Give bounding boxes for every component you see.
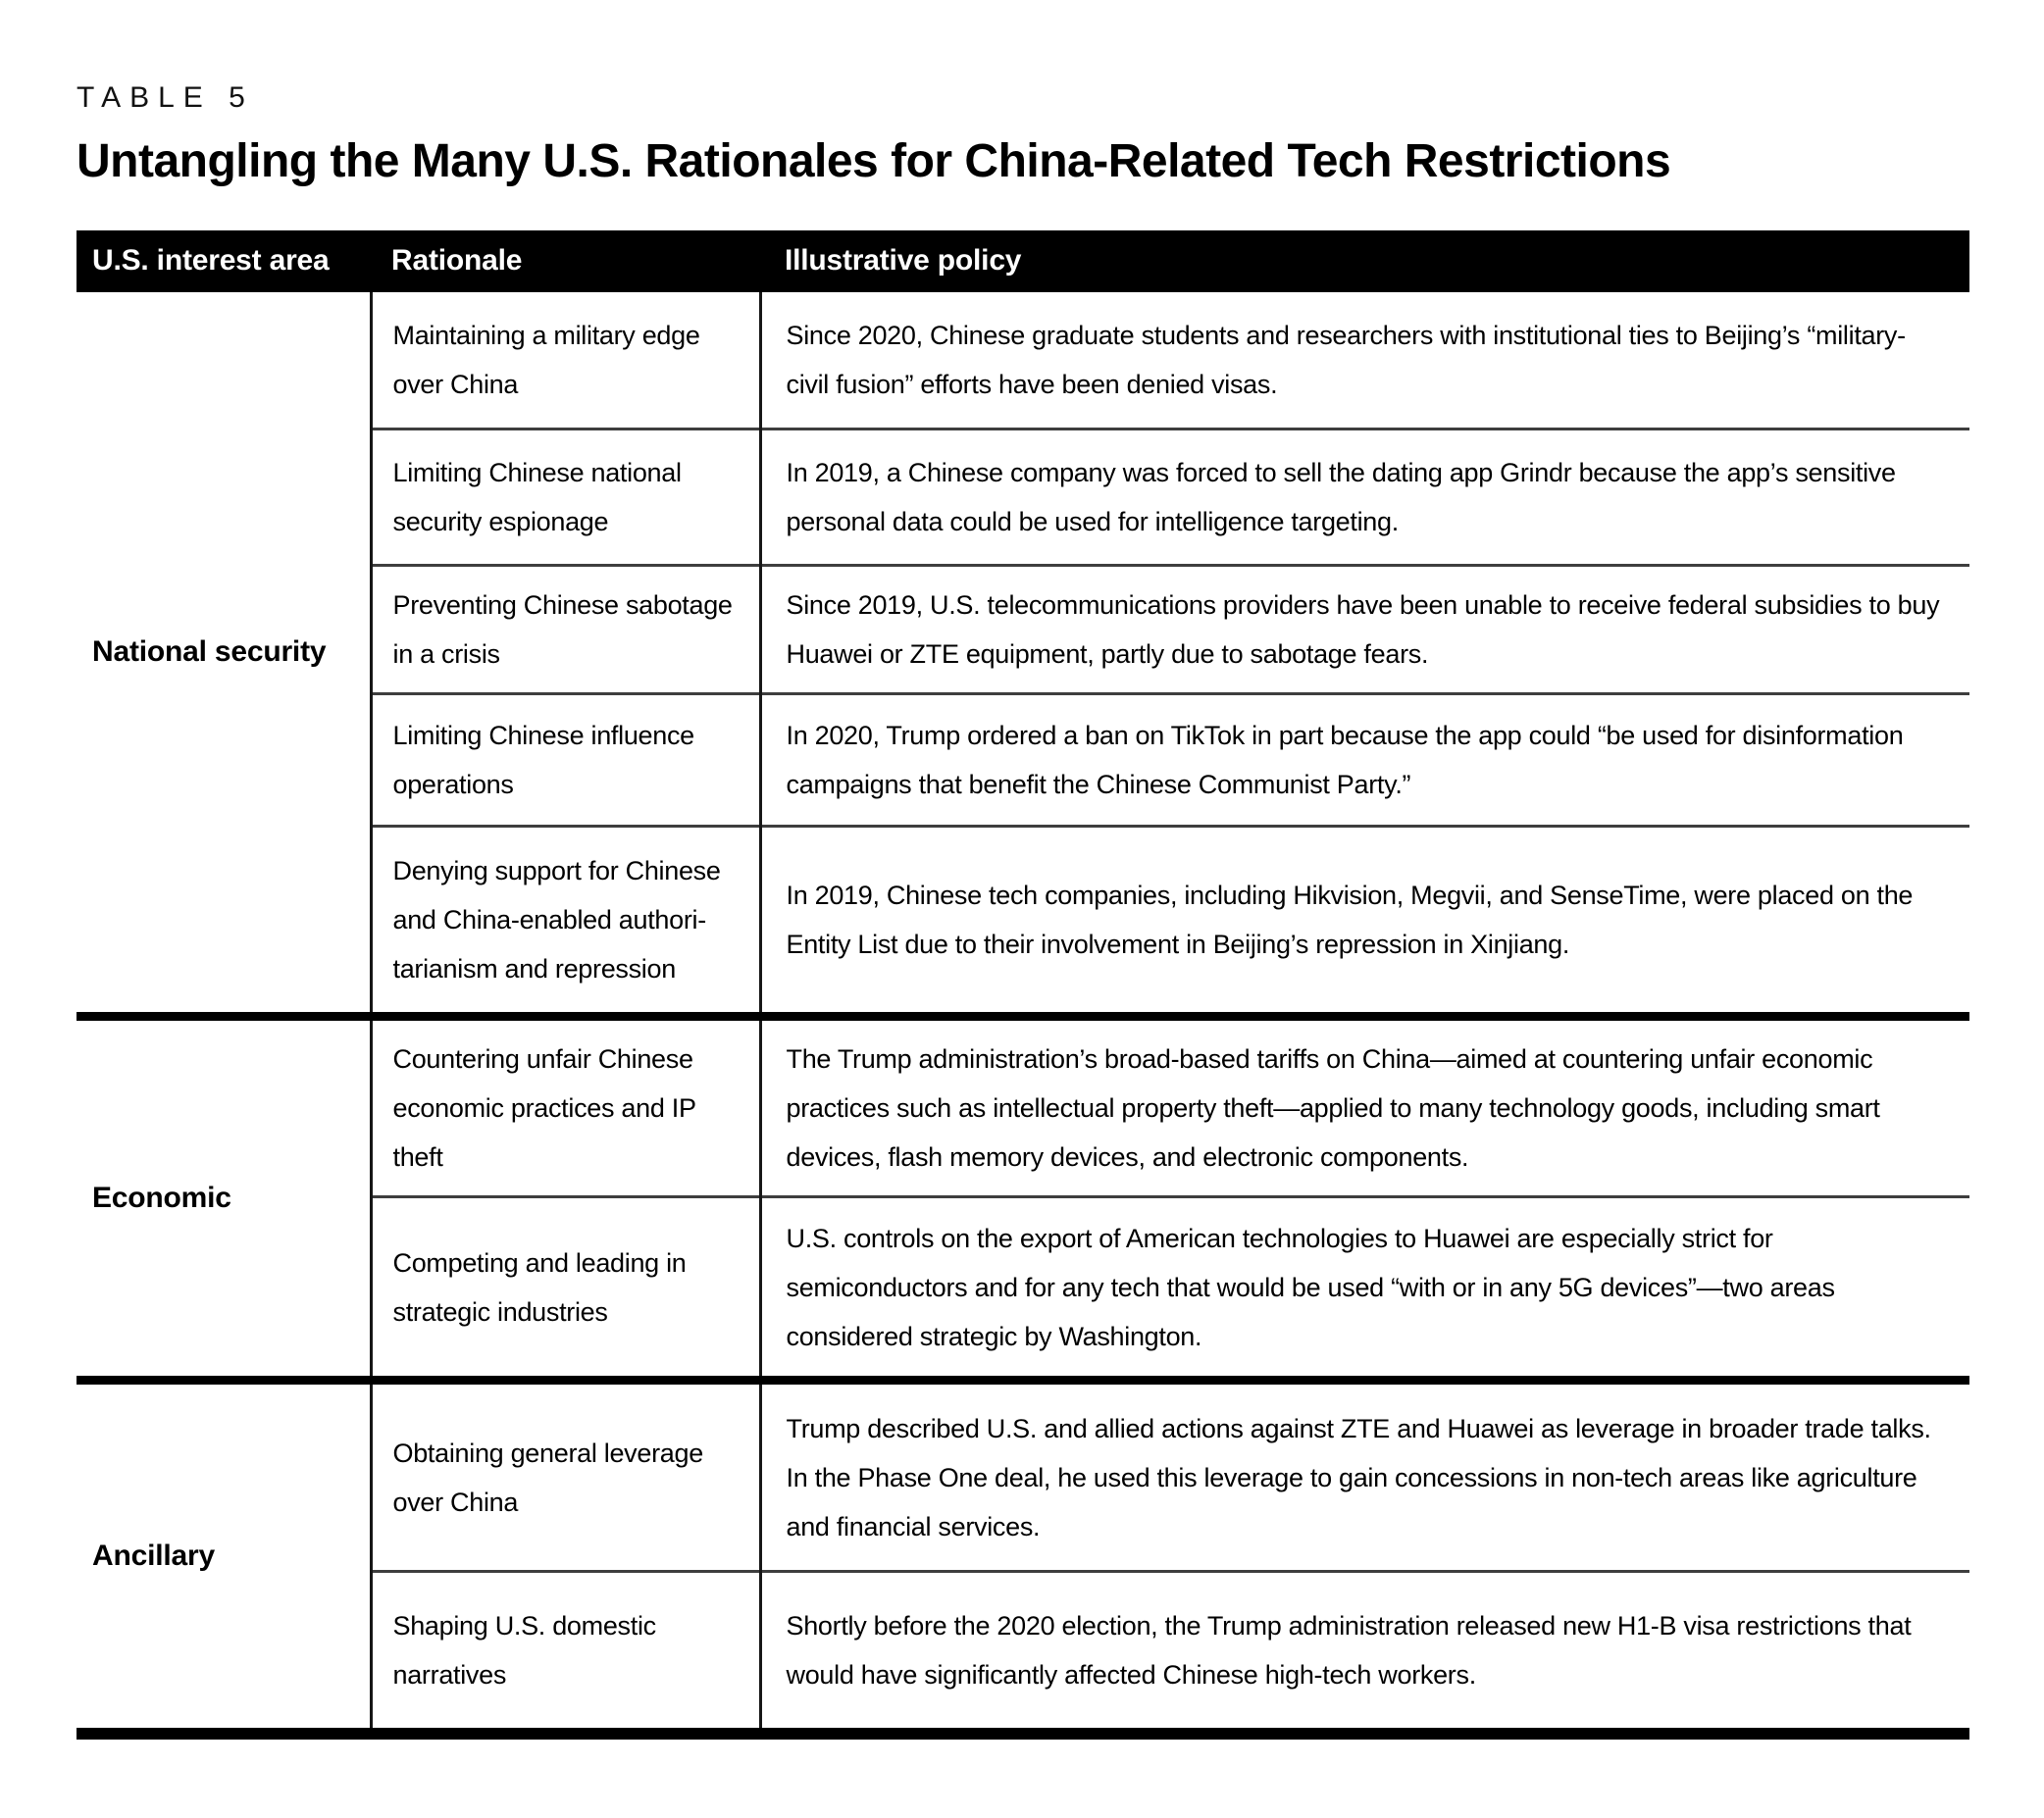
section-label-national-security: National security [77,291,371,1017]
policy-cell: U.S. controls on the export of American … [758,1195,1969,1381]
col-header-interest-area: U.S. interest area [77,229,371,292]
policy-cell: The Trump administration’s broad-based t… [758,1012,1969,1197]
rationale-cell: Limiting Chinese national security espio… [369,428,760,566]
table-row: Limiting Chinese national security espio… [77,428,1969,566]
table-row: Preventing Chinese sabotage in a crisis … [77,564,1969,694]
table-row: Competing and leading in strategic indus… [77,1195,1969,1381]
rationale-cell: Countering unfair Chinese economic pract… [369,1012,760,1197]
rationale-cell: Preventing Chinese sabotage in a crisis [369,564,760,694]
table-row: Limiting Chinese influence operations In… [77,692,1969,827]
policy-cell: Shortly before the 2020 election, the Tr… [758,1570,1969,1734]
table-title: Untangling the Many U.S. Rationales for … [77,135,1671,187]
table-row: Denying support for Chinese and China-en… [77,825,1969,1017]
section-label-ancillary: Ancillary [77,1376,371,1734]
table-row: Economic Countering unfair Chinese econo… [77,1012,1969,1381]
table-header: U.S. interest area Rationale Illustrativ… [77,229,1969,292]
rationale-cell: Limiting Chinese influence operations [369,692,760,827]
table-row: Ancillary Obtaining general leverage ove… [77,1376,1969,1734]
policy-cell: Since 2020, Chinese graduate students an… [758,291,1969,429]
header-row: U.S. interest area Rationale Illustrativ… [77,229,1969,292]
rationale-cell: Maintaining a military edge over China [369,291,760,429]
rationale-cell: Competing and leading in strategic indus… [369,1195,760,1381]
col-header-policy: Illustrative policy [760,229,1969,292]
rationale-cell: Obtaining general leverage over China [369,1376,760,1572]
policy-cell: In 2019, Chinese tech companies, includi… [758,825,1969,1017]
rationale-cell: Denying support for Chinese and China-en… [369,825,760,1017]
table-body: National security Maintaining a military… [77,291,1969,1734]
table-row: Shaping U.S. domestic narratives Shortly… [77,1570,1969,1734]
table-row: National security Maintaining a military… [77,291,1969,1017]
section-label-economic: Economic [77,1012,371,1381]
policy-cell: In 2020, Trump ordered a ban on TikTok i… [758,692,1969,827]
col-header-rationale: Rationale [371,229,760,292]
rationale-cell: Shaping U.S. domestic narratives [369,1570,760,1734]
policy-cell: Trump described U.S. and allied actions … [758,1376,1969,1572]
rationales-table: U.S. interest area Rationale Illustrativ… [77,229,1969,1740]
policy-cell: Since 2019, U.S. telecommunications prov… [758,564,1969,694]
table-kicker: TABLE 5 [77,81,254,114]
policy-cell: In 2019, a Chinese company was forced to… [758,428,1969,566]
